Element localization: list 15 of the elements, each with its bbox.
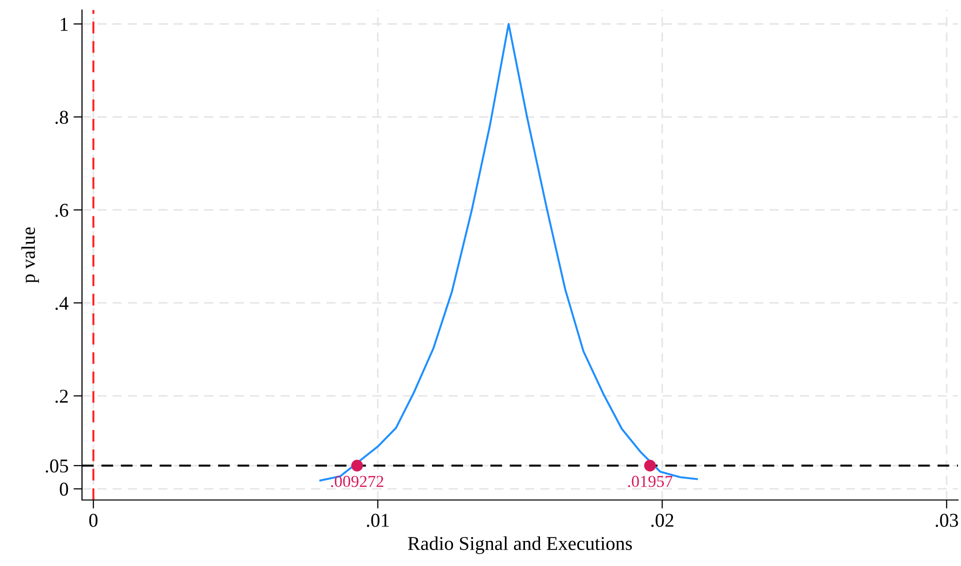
y-tick-label: 0	[60, 482, 68, 496]
y-tick-label: .8	[56, 110, 68, 124]
x-tick-label: .02	[651, 514, 674, 527]
y-tick-label: 1	[60, 18, 68, 31]
y-tick-label: .4	[56, 296, 68, 310]
x-tick-label: .03	[936, 514, 958, 527]
x-tick-label: 0	[89, 514, 98, 527]
y-tick-label: .6	[56, 204, 68, 217]
annotation: .009272	[331, 476, 384, 488]
y-tick-label: .2	[56, 390, 68, 403]
x-tick-label: .01	[366, 514, 389, 527]
y-axis-title: p value	[21, 227, 39, 284]
annotation: .01957	[628, 476, 672, 488]
x-axis-title: Radio Signal and Executions	[408, 536, 632, 554]
y-tick-label: .05	[46, 459, 68, 473]
